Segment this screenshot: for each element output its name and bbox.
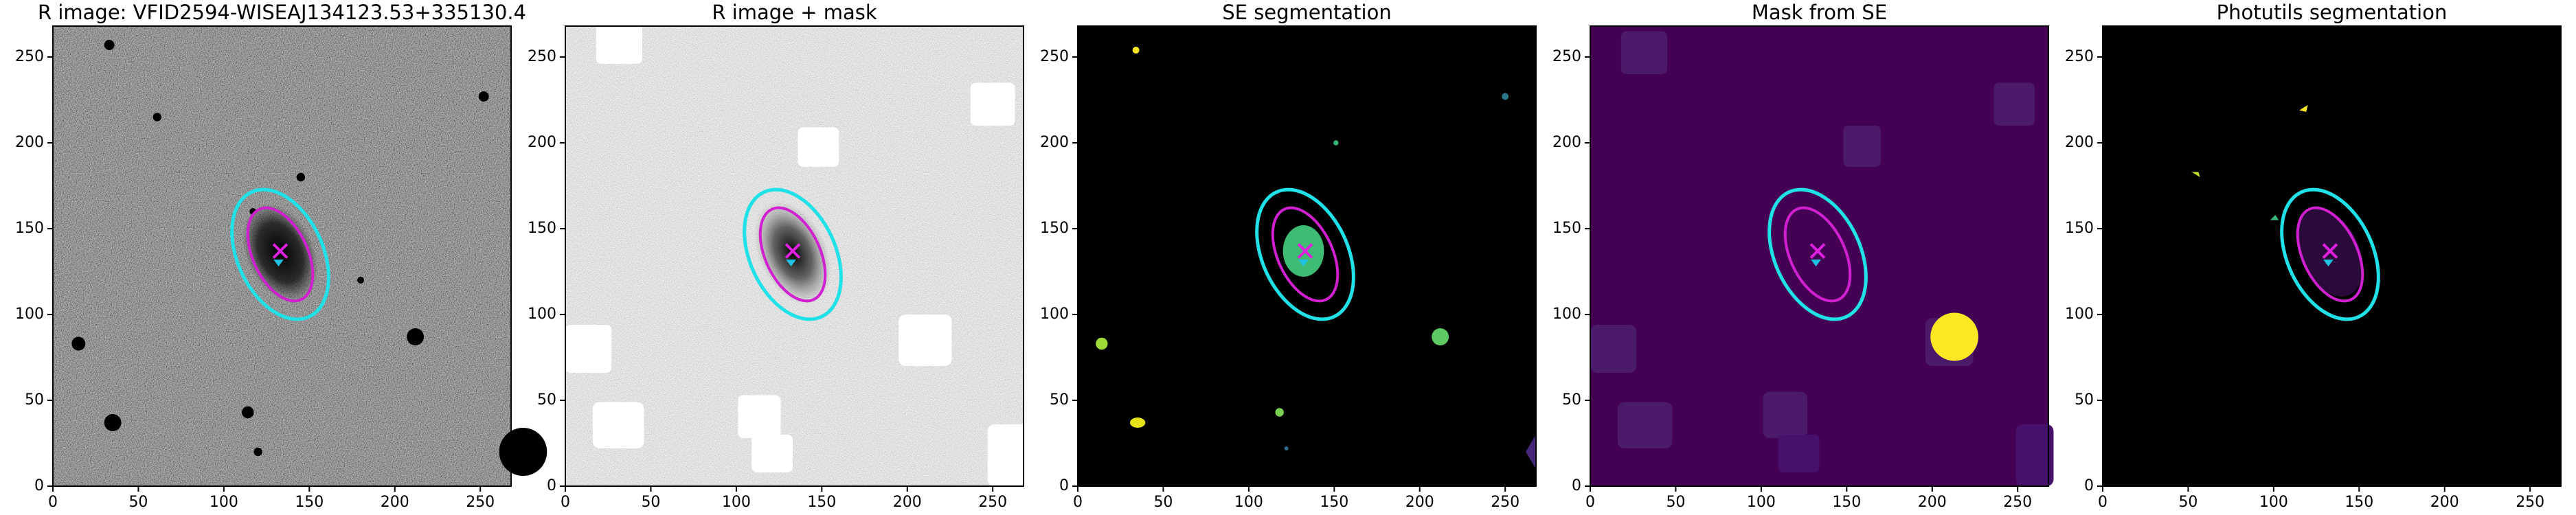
y-tick-label: 100 — [1040, 306, 1069, 323]
y-tick-label: 50 — [1050, 391, 1069, 409]
y-tick-label: 250 — [1552, 48, 1581, 65]
x-tick-label: 0 — [561, 494, 570, 511]
axes-frame — [52, 25, 512, 487]
y-tick-label: 250 — [2065, 48, 2094, 65]
x-tick-label: 200 — [893, 494, 922, 511]
panel-image — [1590, 26, 2054, 486]
y-tick-label: 50 — [2075, 391, 2094, 409]
y-tick-label: 100 — [15, 306, 44, 323]
x-tick-label: 100 — [2259, 494, 2288, 511]
x-tick-label: 50 — [1666, 494, 1685, 511]
panel-title: SE segmentation — [1222, 1, 1391, 24]
x-tick-label: 250 — [1491, 494, 1519, 511]
x-tick-label: 250 — [466, 494, 495, 511]
x-tick-label: 150 — [1832, 494, 1861, 511]
x-tick-label: 200 — [1918, 494, 1947, 511]
y-tick-label: 100 — [1552, 306, 1581, 323]
x-tick-label: 0 — [1585, 494, 1595, 511]
y-tick-label: 250 — [528, 48, 556, 65]
panel-image — [565, 21, 1030, 486]
y-tick-label: 100 — [2065, 306, 2094, 323]
x-tick-label: 150 — [807, 494, 836, 511]
y-tick-label: 150 — [528, 220, 556, 237]
x-tick-label: 250 — [2516, 494, 2544, 511]
y-tick-label: 200 — [15, 134, 44, 151]
y-tick-label: 0 — [547, 477, 556, 494]
y-tick-label: 100 — [528, 306, 556, 323]
x-tick-label: 100 — [1234, 494, 1263, 511]
y-tick-label: 0 — [2084, 477, 2094, 494]
x-tick-label: 0 — [2098, 494, 2108, 511]
axes-frame — [1077, 25, 1537, 487]
x-tick-label: 50 — [2178, 494, 2197, 511]
x-tick-label: 100 — [1747, 494, 1776, 511]
x-tick-label: 200 — [2430, 494, 2459, 511]
y-tick-label: 250 — [15, 48, 44, 65]
y-tick-label: 200 — [2065, 134, 2094, 151]
y-tick-label: 0 — [1572, 477, 1581, 494]
axes-frame — [1590, 25, 2049, 487]
y-tick-label: 0 — [1059, 477, 1069, 494]
y-tick-label: 50 — [25, 391, 44, 409]
y-tick-label: 200 — [1552, 134, 1581, 151]
axes-frame — [565, 25, 1024, 487]
x-tick-label: 100 — [722, 494, 751, 511]
y-tick-label: 250 — [1040, 48, 1069, 65]
x-tick-label: 150 — [1320, 494, 1348, 511]
x-tick-label: 150 — [295, 494, 324, 511]
x-tick-label: 0 — [1073, 494, 1083, 511]
panel-title: R image + mask — [712, 1, 877, 24]
y-tick-label: 150 — [2065, 220, 2094, 237]
y-tick-label: 200 — [1040, 134, 1069, 151]
x-tick-label: 150 — [2345, 494, 2373, 511]
panel-title: Photutils segmentation — [2217, 1, 2448, 24]
x-tick-label: 50 — [641, 494, 660, 511]
y-tick-label: 0 — [34, 477, 44, 494]
x-tick-label: 0 — [48, 494, 58, 511]
x-tick-label: 250 — [2003, 494, 2032, 511]
x-tick-label: 200 — [1405, 494, 1434, 511]
y-tick-label: 150 — [1552, 220, 1581, 237]
y-tick-label: 150 — [15, 220, 44, 237]
panel-image — [2103, 26, 2561, 486]
x-tick-label: 50 — [1153, 494, 1173, 511]
x-tick-label: 200 — [381, 494, 409, 511]
y-tick-label: 200 — [528, 134, 556, 151]
y-tick-label: 50 — [537, 391, 556, 409]
axes-frame — [2102, 25, 2562, 487]
y-tick-label: 50 — [1562, 391, 1581, 409]
panel-image — [1078, 26, 1536, 486]
panel-title: Mask from SE — [1752, 1, 1887, 24]
panel-title: R image: VFID2594-WISEAJ134123.53+335130… — [38, 1, 526, 24]
y-tick-label: 150 — [1040, 220, 1069, 237]
panel-image — [53, 26, 547, 486]
x-tick-label: 100 — [210, 494, 238, 511]
x-tick-label: 250 — [978, 494, 1007, 511]
x-tick-label: 50 — [128, 494, 148, 511]
